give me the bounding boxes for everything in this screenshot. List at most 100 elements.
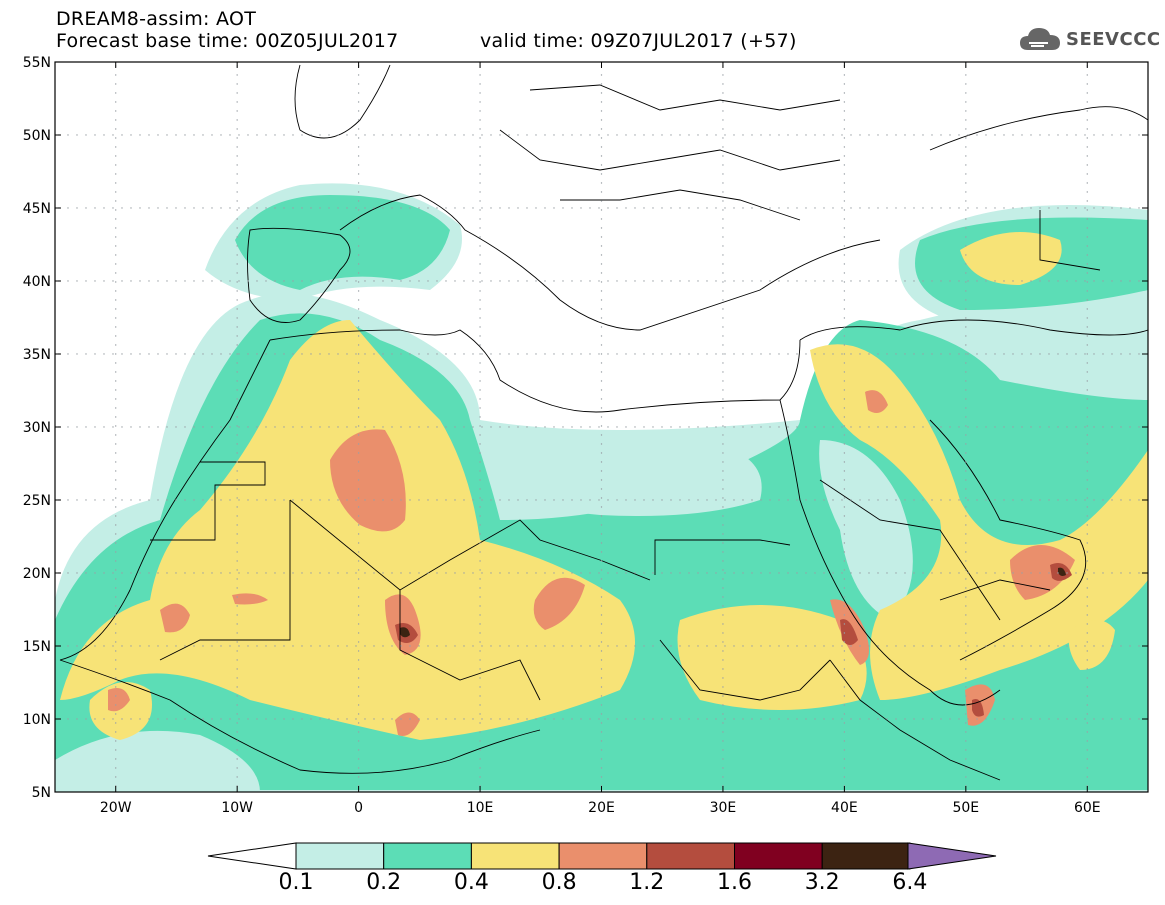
grid-dot	[526, 718, 528, 720]
grid-dot	[115, 173, 117, 175]
grid-dot	[400, 134, 402, 136]
grid-dot	[843, 191, 846, 193]
grid-dot	[1093, 499, 1095, 501]
grid-dot	[76, 645, 78, 647]
grid-dot	[292, 353, 294, 355]
grid-dot	[589, 280, 591, 282]
grid-dot	[722, 470, 724, 472]
grid-dot	[517, 280, 519, 282]
grid-dot	[337, 499, 339, 501]
grid-dot	[868, 134, 870, 136]
grid-dot	[886, 207, 888, 209]
grid-dot	[1086, 155, 1088, 157]
grid-dot	[103, 572, 105, 574]
grid-dot	[1075, 207, 1077, 209]
grid-dot	[778, 134, 780, 136]
grid-dot	[1030, 426, 1032, 428]
aot-contour-green	[235, 195, 450, 290]
grid-dot	[310, 499, 312, 501]
grid-dot	[283, 426, 285, 428]
grid-dot	[1003, 207, 1005, 209]
grid-dot	[115, 677, 117, 679]
grid-dot	[706, 572, 708, 574]
grid-dot	[472, 426, 474, 428]
grid-dot	[868, 499, 870, 501]
grid-dot	[600, 272, 603, 274]
grid-dot	[357, 353, 360, 355]
grid-dot	[913, 718, 915, 720]
grid-dot	[769, 426, 771, 428]
grid-dot	[722, 137, 724, 139]
grid-dot	[600, 425, 603, 427]
grid-dot	[600, 218, 603, 220]
grid-dot	[922, 207, 924, 209]
grid-dot	[1102, 572, 1104, 574]
grid-dot	[364, 499, 366, 501]
grid-dot	[1086, 380, 1088, 382]
grid-dot	[202, 134, 204, 136]
lon-label: 10W	[221, 800, 253, 816]
grid-dot	[787, 572, 789, 574]
grid-dot	[643, 645, 645, 647]
grid-dot	[357, 227, 360, 229]
grid-dot	[634, 645, 636, 647]
grid-dot	[965, 533, 967, 535]
grid-dot	[76, 572, 78, 574]
grid-dot	[722, 623, 724, 625]
grid-dot	[115, 452, 117, 454]
grid-dot	[965, 740, 967, 742]
grid-dot	[733, 280, 735, 282]
grid-dot	[236, 74, 238, 76]
grid-dot	[103, 499, 105, 501]
grid-dot	[600, 191, 603, 193]
grid-dot	[571, 353, 573, 355]
grid-dot	[1129, 280, 1131, 282]
grid-dot	[1086, 389, 1088, 391]
grid-dot	[843, 497, 846, 499]
grid-dot	[479, 677, 481, 679]
grid-dot	[148, 645, 150, 647]
grid-dot	[913, 353, 915, 355]
grid-dot	[843, 578, 846, 580]
grid-dot	[355, 645, 357, 647]
grid-dot	[600, 623, 603, 625]
grid-dot	[967, 645, 969, 647]
grid-dot	[454, 645, 456, 647]
grid-dot	[600, 209, 603, 211]
grid-dot	[733, 134, 735, 136]
grid-dot	[722, 191, 724, 193]
grid-dot	[526, 353, 528, 355]
grid-dot	[236, 128, 238, 130]
grid-dot	[895, 280, 897, 282]
grid-dot	[357, 461, 360, 463]
grid-dot	[508, 207, 510, 209]
seevccc-logo: SEEVCCC	[1018, 24, 1161, 54]
grid-dot	[722, 776, 724, 778]
grid-dot	[562, 426, 564, 428]
grid-dot	[76, 207, 78, 209]
grid-dot	[965, 290, 967, 292]
grid-dot	[236, 713, 238, 715]
grid-dot	[481, 280, 483, 282]
grid-dot	[722, 677, 724, 679]
grid-dot	[391, 353, 393, 355]
aot-contour-yellow	[810, 344, 1148, 700]
grid-dot	[508, 280, 510, 282]
colorbar-box	[470, 842, 560, 870]
grid-dot	[976, 718, 978, 720]
grid-dot	[357, 173, 360, 175]
grid-dot	[976, 353, 978, 355]
grid-dot	[722, 722, 724, 724]
grid-dot	[247, 499, 249, 501]
grid-dot	[1102, 645, 1104, 647]
grid-dot	[357, 128, 360, 130]
grid-dot	[600, 686, 603, 688]
grid-dot	[634, 207, 636, 209]
grid-dot	[661, 572, 663, 574]
grid-dot	[409, 207, 411, 209]
grid-dot	[355, 280, 357, 282]
grid-dot	[751, 499, 753, 501]
grid-dot	[499, 207, 501, 209]
grid-dot	[859, 572, 861, 574]
grid-dot	[688, 207, 690, 209]
